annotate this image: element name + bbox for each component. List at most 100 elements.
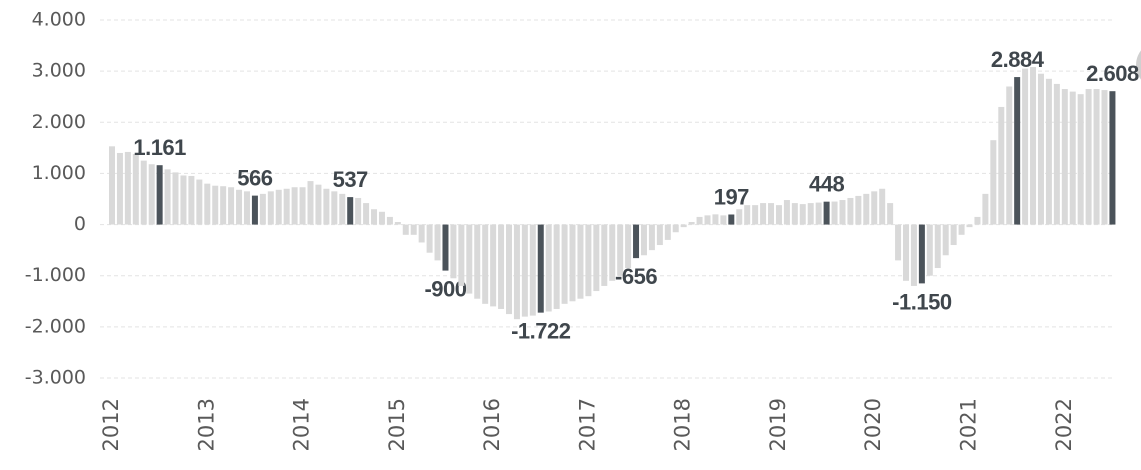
bar	[259, 193, 266, 225]
bar	[164, 169, 171, 225]
bar	[116, 152, 123, 225]
bar	[434, 224, 441, 261]
bar	[506, 224, 512, 315]
bar	[1077, 94, 1084, 225]
bar	[823, 201, 830, 225]
bar	[720, 215, 727, 225]
x-tick-label: 2018	[671, 398, 695, 451]
bar	[982, 193, 989, 225]
bar	[307, 181, 314, 225]
bar	[355, 197, 362, 225]
bar	[918, 224, 925, 284]
bar	[196, 179, 203, 225]
bar	[156, 165, 163, 225]
bar	[680, 224, 687, 228]
bar	[521, 224, 528, 317]
bar	[633, 224, 640, 259]
data-label: 2.608	[1086, 61, 1139, 86]
bar	[537, 224, 544, 313]
bar	[609, 224, 616, 281]
bar	[339, 193, 346, 225]
bar	[934, 224, 941, 269]
y-tick-label: 0	[74, 213, 86, 235]
bar	[593, 224, 600, 292]
bar	[180, 175, 187, 225]
bar	[378, 211, 385, 225]
bar	[553, 224, 560, 309]
bar	[1037, 73, 1044, 225]
y-tick-label: 4.000	[32, 9, 86, 31]
bar	[1085, 89, 1092, 225]
bar	[688, 222, 695, 225]
data-label: 448	[809, 172, 844, 197]
x-tick-label: 2014	[290, 398, 314, 451]
bar	[760, 203, 767, 225]
bar	[696, 216, 703, 225]
bar	[394, 222, 401, 225]
bar	[648, 224, 655, 251]
bar	[1006, 86, 1013, 225]
bar	[482, 224, 489, 304]
bar	[363, 203, 370, 225]
x-tick-label: 2013	[194, 398, 218, 451]
bar	[1053, 83, 1060, 225]
bar	[236, 189, 243, 225]
y-tick-label: 3.000	[32, 60, 86, 82]
bar	[386, 216, 393, 225]
bar	[1093, 89, 1100, 225]
bar	[172, 172, 179, 225]
bar	[871, 191, 878, 225]
bar	[545, 224, 552, 312]
bar	[1030, 67, 1037, 225]
bar	[601, 224, 608, 286]
bar	[283, 188, 290, 225]
decor-circle	[1136, 50, 1141, 80]
bar	[291, 187, 298, 225]
bar	[640, 224, 647, 256]
x-tick-label: 2019	[766, 398, 790, 451]
bar	[847, 197, 854, 225]
bar	[863, 193, 870, 225]
data-label: 197	[714, 184, 749, 209]
bar	[839, 200, 846, 225]
bar	[728, 214, 735, 225]
bar	[331, 191, 338, 225]
x-tick-label: 2022	[1052, 398, 1076, 451]
bar	[212, 185, 219, 225]
bar	[450, 224, 457, 279]
bar	[371, 209, 378, 225]
bar	[1045, 78, 1052, 225]
bar	[1022, 68, 1029, 225]
y-tick-label: 1.000	[32, 162, 86, 184]
bar	[204, 183, 211, 225]
data-label: 2.884	[991, 47, 1045, 72]
bar	[712, 214, 719, 225]
bar	[148, 164, 155, 225]
bar	[704, 215, 711, 225]
bar	[736, 209, 743, 225]
bar	[243, 191, 250, 225]
bar	[315, 184, 322, 225]
bar	[768, 203, 775, 225]
bar	[132, 153, 139, 225]
bar	[855, 195, 862, 225]
bar	[926, 224, 933, 276]
bar	[577, 224, 584, 299]
bar	[561, 224, 568, 304]
bar	[807, 203, 814, 225]
bar	[569, 224, 576, 302]
bar	[815, 202, 822, 225]
bar	[744, 205, 751, 225]
bar	[585, 224, 592, 297]
bar	[1109, 91, 1116, 225]
data-label: -1.150	[892, 289, 952, 314]
bar	[990, 140, 997, 225]
bar	[617, 224, 624, 276]
bar	[903, 224, 909, 281]
bar	[887, 203, 894, 225]
data-label: 537	[333, 167, 368, 192]
bar	[228, 187, 235, 225]
bar	[950, 224, 957, 246]
bar	[458, 224, 465, 286]
